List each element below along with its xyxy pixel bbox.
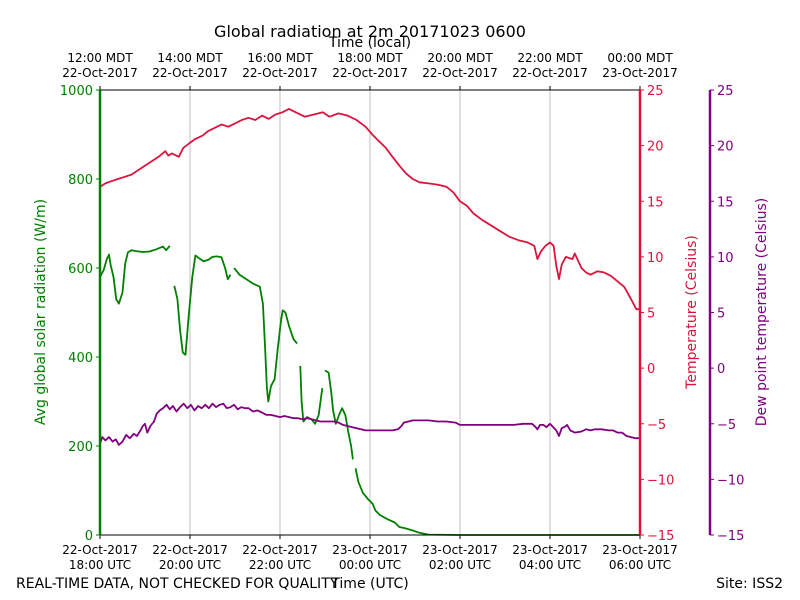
- x-top-tick-label-time: 22:00 MDT: [517, 51, 583, 65]
- x-top-tick-label-time: 18:00 MDT: [337, 51, 403, 65]
- x-tick-label-time: 22:00 UTC: [249, 558, 311, 572]
- x-axis-top-label: Time (local): [328, 35, 411, 51]
- y-tick-label: −5: [717, 418, 736, 433]
- y-tick-label: 600: [68, 262, 93, 277]
- y-tick-label: 0: [85, 529, 93, 544]
- x-top-tick-label-date: 22-Oct-2017: [512, 66, 588, 80]
- y-tick-label: 20: [647, 140, 664, 155]
- y-tick-label: −5: [647, 418, 666, 433]
- radiation-series-line: [233, 267, 298, 403]
- x-tick-label-date: 23-Oct-2017: [512, 543, 588, 557]
- dewpoint-axis: −15 −10 −5 0 5 10 15 20 25: [708, 84, 744, 544]
- y-tick-label: −15: [717, 529, 744, 544]
- y-tick-label: 800: [68, 173, 93, 188]
- y-tick-label: 10: [717, 251, 734, 266]
- temperature-axis: −15 −10 −5 0 5 10 15 20 25: [638, 84, 674, 544]
- x-top-tick-label-time: 20:00 MDT: [427, 51, 493, 65]
- y-tick-label: 25: [647, 84, 664, 99]
- y-tick-label: 25: [717, 84, 734, 99]
- y-tick-label: 0: [647, 362, 655, 377]
- y-tick-label: 15: [647, 195, 664, 210]
- radiation-series-line: [324, 369, 354, 460]
- x-tick-label-time: 20:00 UTC: [159, 558, 221, 572]
- quality-notice: REAL-TIME DATA, NOT CHECKED FOR QUALITY: [16, 576, 339, 592]
- x-tick-label-time: 06:00 UTC: [609, 558, 671, 572]
- x-top-tick-label-date: 23-Oct-2017: [602, 66, 678, 80]
- x-top-tick-label-time: 00:00 MDT: [607, 51, 673, 65]
- site-label: Site: ISS2: [716, 576, 783, 592]
- x-top-tick-label-date: 22-Oct-2017: [332, 66, 408, 80]
- vertical-gridlines: [189, 90, 551, 535]
- y-tick-label: 200: [68, 440, 93, 455]
- x-tick-label-date: 23-Oct-2017: [332, 543, 408, 557]
- x-axis-bottom-label: Time (UTC): [330, 576, 408, 592]
- x-tick-label-date: 23-Oct-2017: [422, 543, 498, 557]
- y-tick-label: 5: [717, 307, 725, 322]
- x-tick-label-time: 18:00 UTC: [69, 558, 131, 572]
- radiation-series-line: [299, 365, 324, 425]
- y-tick-label: 10: [647, 251, 664, 266]
- x-tick-label-time: 00:00 UTC: [339, 558, 401, 572]
- y-tick-label: 15: [717, 195, 734, 210]
- temperature-axis-label: Temperature (Celsius): [684, 235, 700, 390]
- radiation-series-line: [354, 468, 640, 536]
- x-top-tick-label-date: 22-Oct-2017: [242, 66, 318, 80]
- x-tick-label-time: 04:00 UTC: [519, 558, 581, 572]
- x-top-tick-label-time: 16:00 MDT: [247, 51, 313, 65]
- radiation-series-line: [99, 245, 171, 305]
- temperature-series-line: [99, 108, 640, 311]
- x-tick-label-date: 23-Oct-2017: [602, 543, 678, 557]
- x-top-tick-label-date: 22-Oct-2017: [62, 66, 138, 80]
- y-tick-label: −15: [647, 529, 674, 544]
- y-tick-label: −10: [717, 473, 744, 488]
- x-top-tick-label-date: 22-Oct-2017: [422, 66, 498, 80]
- radiation-axis: 0 200 400 600 800 1000: [60, 84, 102, 544]
- y-tick-label: 400: [68, 351, 93, 366]
- radiation-axis-label: Avg global solar radiation (W/m): [33, 199, 49, 425]
- x-top-tick-label-time: 14:00 MDT: [157, 51, 223, 65]
- x-top-tick-label-date: 22-Oct-2017: [152, 66, 228, 80]
- y-tick-label: 0: [717, 362, 725, 377]
- x-tick-label-date: 22-Oct-2017: [242, 543, 318, 557]
- y-tick-label: 1000: [60, 84, 93, 99]
- y-tick-label: 20: [717, 140, 734, 155]
- x-tick-label-time: 02:00 UTC: [429, 558, 491, 572]
- x-top-tick-label-time: 12:00 MDT: [67, 51, 133, 65]
- y-tick-label: −10: [647, 473, 674, 488]
- dewpoint-series-line: [99, 402, 640, 446]
- chart-title: Global radiation at 2m 20171023 0600: [214, 22, 526, 41]
- y-tick-label: 5: [647, 307, 655, 322]
- x-tick-label-date: 22-Oct-2017: [62, 543, 138, 557]
- x-tick-label-date: 22-Oct-2017: [152, 543, 228, 557]
- radiation-series-line: [173, 254, 232, 356]
- dewpoint-axis-label: Dew point temperature (Celsius): [754, 198, 770, 426]
